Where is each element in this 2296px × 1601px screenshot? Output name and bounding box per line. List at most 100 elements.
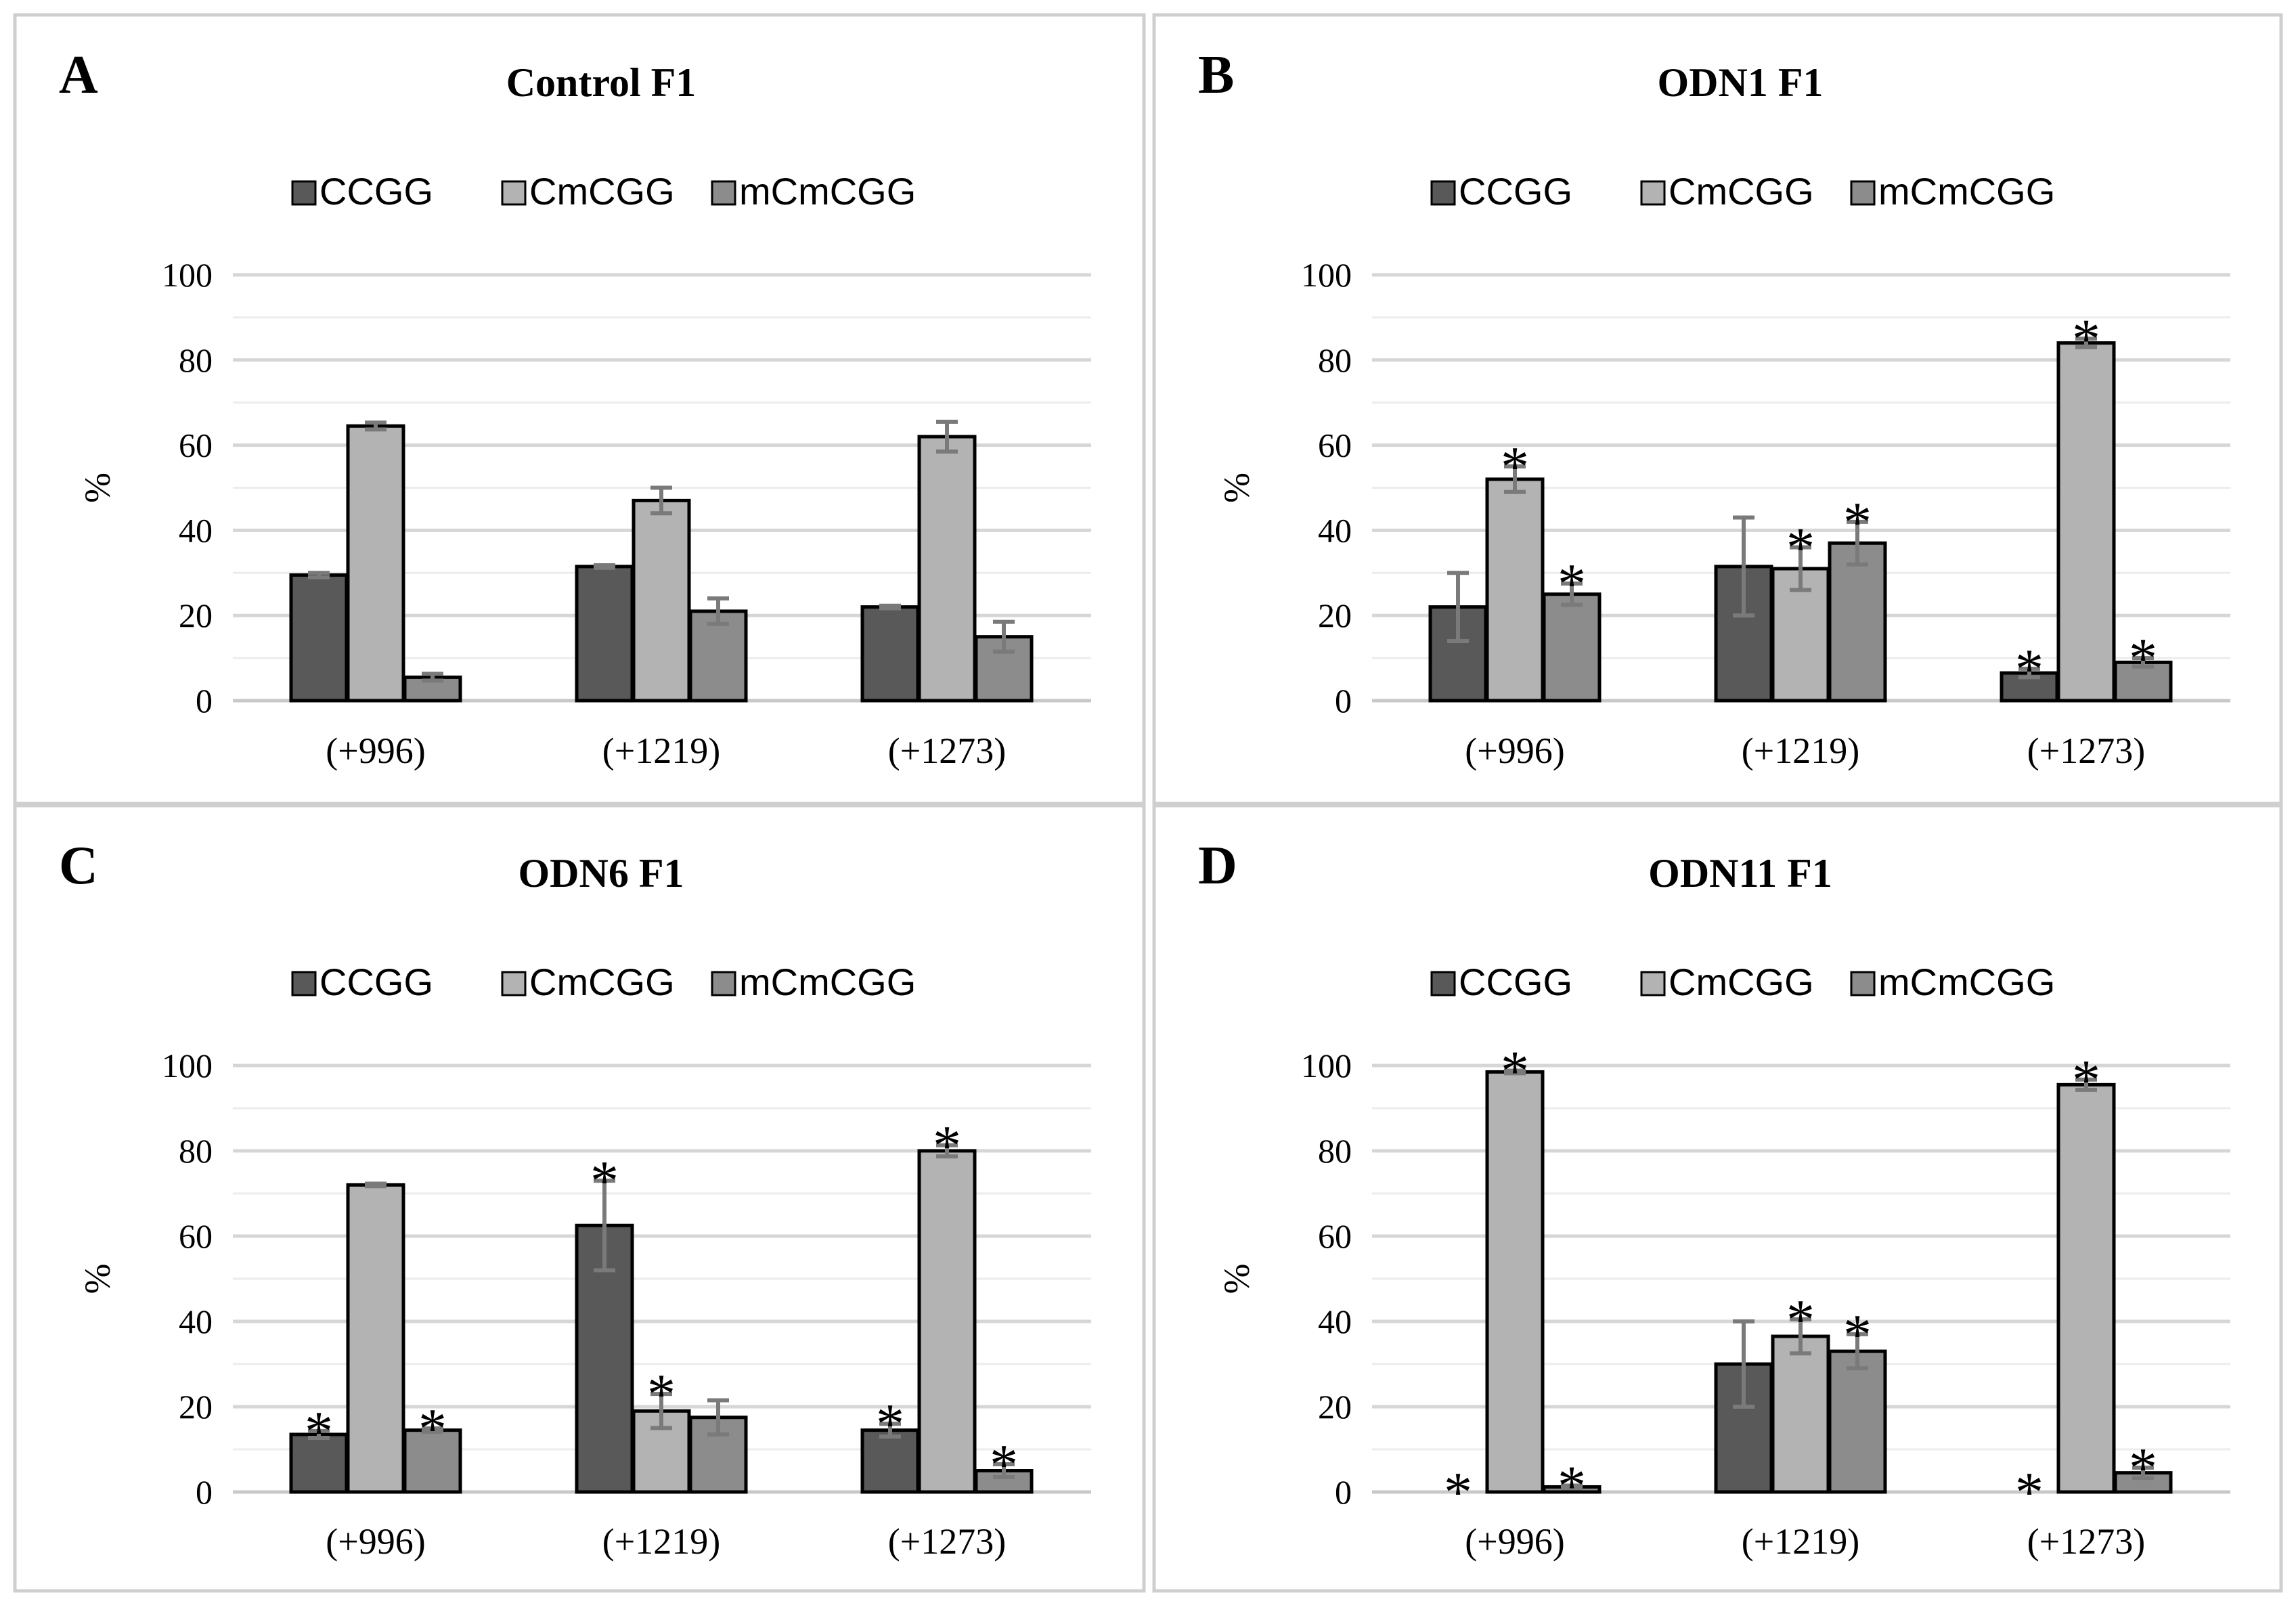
x-tick-label: (+1273) — [2027, 730, 2145, 771]
legend-swatch — [1850, 180, 1876, 206]
legend-swatch — [711, 180, 736, 206]
x-tick-label: (+996) — [326, 730, 425, 771]
significance-star: * — [1501, 1040, 1529, 1103]
error-bar — [2075, 336, 2097, 349]
y-tick-label: 20 — [1318, 596, 1352, 634]
error-bar — [365, 420, 387, 432]
significance-star: * — [1558, 1455, 1586, 1518]
significance-star: * — [1843, 491, 1872, 554]
y-tick-label: 40 — [1318, 511, 1352, 549]
chart-title: ODN11 F1 — [1648, 851, 1832, 896]
error-bar — [993, 1462, 1015, 1479]
legend-label: CCGG — [319, 170, 433, 213]
significance-star: * — [2015, 1461, 2044, 1524]
legend-entry-ccgg: CCGG — [291, 170, 433, 213]
legend-swatch — [501, 971, 527, 996]
legend-swatch — [291, 971, 317, 996]
bar-cmcgg-1 — [346, 1183, 405, 1494]
y-tick-label: 60 — [1318, 426, 1352, 464]
significance-star: * — [1501, 435, 1529, 498]
legend-label: CmCGG — [529, 961, 675, 1003]
error-bar — [1447, 571, 1469, 643]
y-tick-label: 80 — [1318, 1132, 1352, 1170]
y-tick-label: 20 — [1318, 1388, 1352, 1426]
legend-entry-cmcgg: CmCGG — [1640, 961, 1814, 1003]
x-tick-label: (+1219) — [602, 1521, 720, 1562]
legend-swatch — [1850, 971, 1876, 996]
bar-cmcgg-1 — [1485, 477, 1545, 703]
y-tick-label: 80 — [179, 341, 213, 379]
legend-entry-mcmcgg: mCmCGG — [1850, 170, 2055, 213]
y-axis-label: % — [1216, 473, 1257, 503]
error-bar — [594, 563, 615, 570]
x-tick-label: (+1273) — [888, 730, 1006, 771]
error-bar — [2132, 1466, 2154, 1481]
significance-star: * — [933, 1114, 961, 1177]
legend-entry-cmcgg: CmCGG — [1640, 170, 1814, 213]
error-bar — [707, 1398, 729, 1436]
y-tick-label: 100 — [1301, 1047, 1352, 1084]
legend-label: CCGG — [319, 961, 433, 1003]
legend-label: CCGG — [1459, 961, 1572, 1003]
significance-star: * — [1843, 1303, 1872, 1366]
legend-label: mCmCGG — [739, 170, 916, 213]
chart-panel-c: C ODN6 F1 CCGG CmCGG mCmCGG 0 20 40 60 80 100% (+99… — [13, 804, 1146, 1593]
significance-star: * — [990, 1433, 1018, 1496]
legend-label: mCmCGG — [1878, 170, 2055, 213]
panel-letter: B — [1198, 45, 1234, 105]
y-tick-label: 100 — [162, 256, 213, 294]
error-bar — [308, 571, 330, 579]
chart-panel-d: D ODN11 F1 CCGG CmCGG mCmCGG 0 20 40 60 80 100% (+9… — [1152, 804, 2283, 1593]
error-bar — [1790, 545, 1811, 592]
significance-star: * — [2129, 627, 2157, 690]
bar-mcmcgg-2 — [1828, 541, 1887, 703]
x-tick-label: (+996) — [1465, 730, 1564, 771]
error-bar — [1790, 1317, 1811, 1356]
error-bar — [1847, 519, 1868, 567]
error-bar — [650, 1392, 672, 1430]
y-tick-label: 20 — [179, 596, 213, 634]
significance-star: * — [1558, 552, 1586, 615]
legend-entry-mcmcgg: mCmCGG — [1850, 961, 2055, 1003]
bar-cmcgg-3 — [917, 1149, 977, 1494]
y-tick-label: 100 — [1301, 256, 1352, 294]
error-bar — [879, 1422, 901, 1439]
legend-label: CmCGG — [1669, 170, 1814, 213]
legend-swatch — [711, 971, 736, 996]
bar-ccgg-2 — [575, 565, 634, 703]
x-tick-label: (+1273) — [2027, 1521, 2145, 1562]
error-bar — [2018, 666, 2040, 680]
legend-entry-mcmcgg: mCmCGG — [711, 170, 916, 213]
legend-entry-mcmcgg: mCmCGG — [711, 961, 916, 1003]
y-tick-label: 60 — [179, 426, 213, 464]
significance-star: * — [1786, 1288, 1815, 1351]
legend-entry-cmcgg: CmCGG — [501, 170, 675, 213]
error-bar — [1847, 1332, 1868, 1371]
significance-star: * — [2072, 307, 2100, 370]
legend-swatch — [1640, 180, 1666, 206]
y-tick-label: 80 — [179, 1132, 213, 1170]
error-bar — [1733, 515, 1754, 618]
x-tick-label: (+1219) — [1742, 730, 1859, 771]
bar-cmcgg-3 — [917, 435, 977, 703]
legend-swatch — [1640, 971, 1666, 996]
error-bar — [879, 603, 901, 611]
legend-label: mCmCGG — [739, 961, 916, 1003]
bar-ccgg-1 — [289, 573, 349, 703]
error-bar — [936, 1143, 958, 1159]
y-tick-label: 40 — [179, 511, 213, 549]
error-bar — [707, 596, 729, 626]
bar-mcmcgg-1 — [1542, 592, 1602, 703]
legend-entry-cmcgg: CmCGG — [501, 961, 675, 1003]
y-tick-label: 40 — [179, 1302, 213, 1340]
error-bar — [1561, 582, 1583, 607]
legend-label: CmCGG — [529, 170, 675, 213]
error-bar — [308, 1428, 330, 1440]
bar-cmcgg-3 — [2056, 341, 2116, 703]
panel-letter: D — [1198, 836, 1237, 896]
y-axis-label: % — [77, 1264, 118, 1294]
bar-cmcgg-3 — [2056, 1082, 2116, 1494]
error-bar — [2075, 1077, 2097, 1092]
legend-entry-ccgg: CCGG — [291, 961, 433, 1003]
significance-star: * — [2015, 638, 2044, 701]
